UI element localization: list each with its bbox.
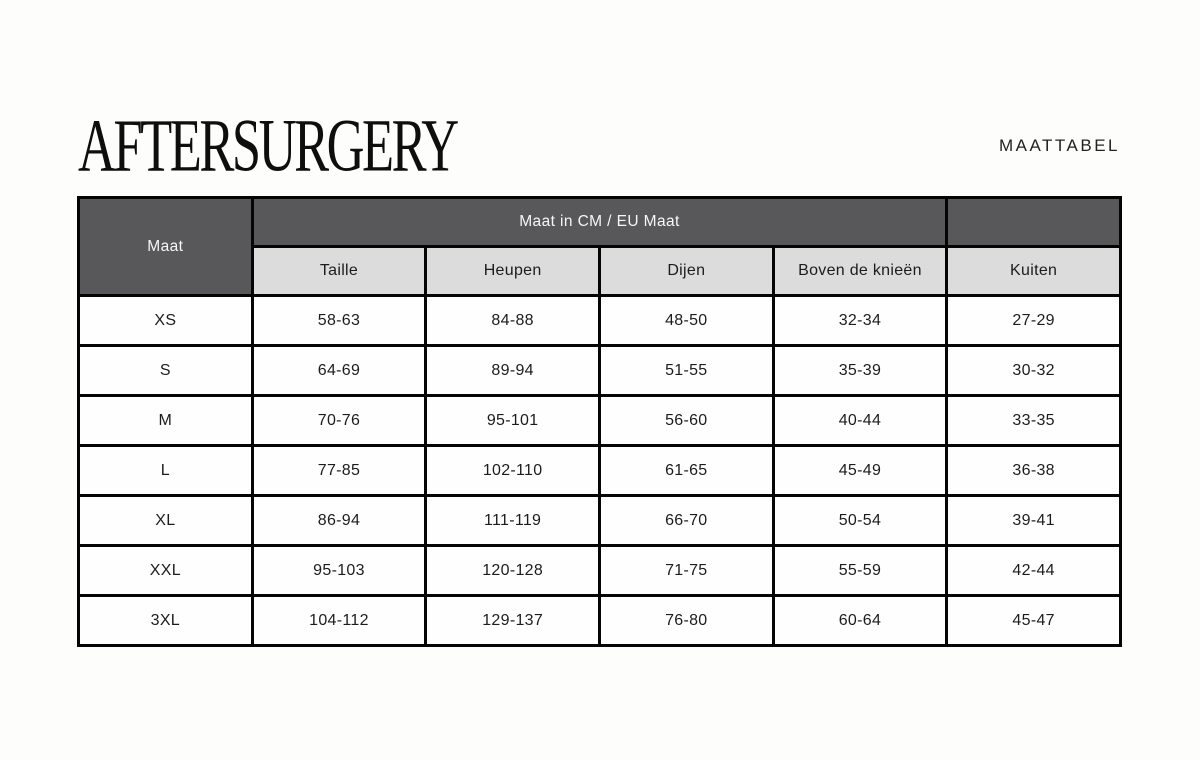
measurement-cell: 77-85 <box>250 444 428 497</box>
measurement-cell: 32-34 <box>771 294 949 347</box>
measurement-cell: 36-38 <box>945 444 1122 497</box>
measurement-cell: 89-94 <box>424 344 601 397</box>
size-cell: S <box>77 344 254 397</box>
measurement-cell: 33-35 <box>945 394 1122 447</box>
size-cell: 3XL <box>77 594 254 647</box>
table-row: XXL 95-103 120-128 71-75 55-59 42-44 <box>77 544 1122 597</box>
group-header-maat-cm-eu: Maat in CM / EU Maat <box>250 196 949 248</box>
measurement-cell: 71-75 <box>597 544 775 597</box>
measurement-cell: 55-59 <box>771 544 949 597</box>
table-row: L 77-85 102-110 61-65 45-49 36-38 <box>77 444 1122 497</box>
table-row: M 70-76 95-101 56-60 40-44 33-35 <box>77 394 1122 447</box>
table-row: XS 58-63 84-88 48-50 32-34 27-29 <box>77 294 1122 347</box>
measurement-cell: 27-29 <box>945 294 1122 347</box>
table-row: 3XL 104-112 129-137 76-80 60-64 45-47 <box>77 594 1122 647</box>
column-header: Kuiten <box>945 245 1122 297</box>
measurement-cell: 48-50 <box>597 294 775 347</box>
size-cell: XXL <box>77 544 254 597</box>
measurement-cell: 56-60 <box>597 394 775 447</box>
measurement-cell: 102-110 <box>424 444 601 497</box>
measurement-cell: 42-44 <box>945 544 1122 597</box>
table-row: S 64-69 89-94 51-55 35-39 30-32 <box>77 344 1122 397</box>
measurement-cell: 58-63 <box>250 294 428 347</box>
size-cell: XL <box>77 494 254 547</box>
measurement-cell: 39-41 <box>945 494 1122 547</box>
measurement-cell: 50-54 <box>771 494 949 547</box>
measurement-cell: 120-128 <box>424 544 601 597</box>
measurement-cell: 40-44 <box>771 394 949 447</box>
measurement-cell: 51-55 <box>597 344 775 397</box>
measurement-cell: 60-64 <box>771 594 949 647</box>
column-header: Taille <box>250 245 428 297</box>
measurement-cell: 95-101 <box>424 394 601 447</box>
table-row: XL 86-94 111-119 66-70 50-54 39-41 <box>77 494 1122 547</box>
measurement-cell: 35-39 <box>771 344 949 397</box>
measurement-cell: 129-137 <box>424 594 601 647</box>
measurement-cell: 61-65 <box>597 444 775 497</box>
measurement-cell: 66-70 <box>597 494 775 547</box>
measurement-cell: 84-88 <box>424 294 601 347</box>
column-header: Dijen <box>597 245 775 297</box>
column-header-maat: Maat <box>77 196 254 297</box>
measurement-cell: 76-80 <box>597 594 775 647</box>
measurement-cell: 70-76 <box>250 394 428 447</box>
size-chart-table: Maat Maat in CM / EU Maat Taille Heupen Di… <box>77 196 1122 647</box>
size-chart-header: Maat Maat in CM / EU Maat Taille Heupen Di… <box>77 196 1122 297</box>
size-chart-body: XS 58-63 84-88 48-50 32-34 27-29 S 64-69 89-94 51… <box>77 294 1122 647</box>
measurement-cell: 104-112 <box>250 594 428 647</box>
size-cell: XS <box>77 294 254 347</box>
measurement-cell: 111-119 <box>424 494 601 547</box>
measurement-cell: 95-103 <box>250 544 428 597</box>
column-header: Heupen <box>424 245 601 297</box>
measurement-cell: 45-49 <box>771 444 949 497</box>
size-cell: L <box>77 444 254 497</box>
measurement-cell: 64-69 <box>250 344 428 397</box>
group-header-row: Maat Maat in CM / EU Maat <box>77 196 1122 297</box>
measurement-cell: 30-32 <box>945 344 1122 397</box>
size-cell: M <box>77 394 254 447</box>
column-header-row: Taille Heupen Dijen Boven de knieën Kuiten <box>79 245 1122 297</box>
measurement-cell: 45-47 <box>945 594 1122 647</box>
brand-logo: AFTERSURGERY <box>78 103 459 188</box>
page-title: MAATTABEL <box>998 136 1120 155</box>
column-header: Boven de knieën <box>771 245 949 297</box>
measurement-cell: 86-94 <box>250 494 428 547</box>
group-header-spacer <box>945 196 1122 248</box>
